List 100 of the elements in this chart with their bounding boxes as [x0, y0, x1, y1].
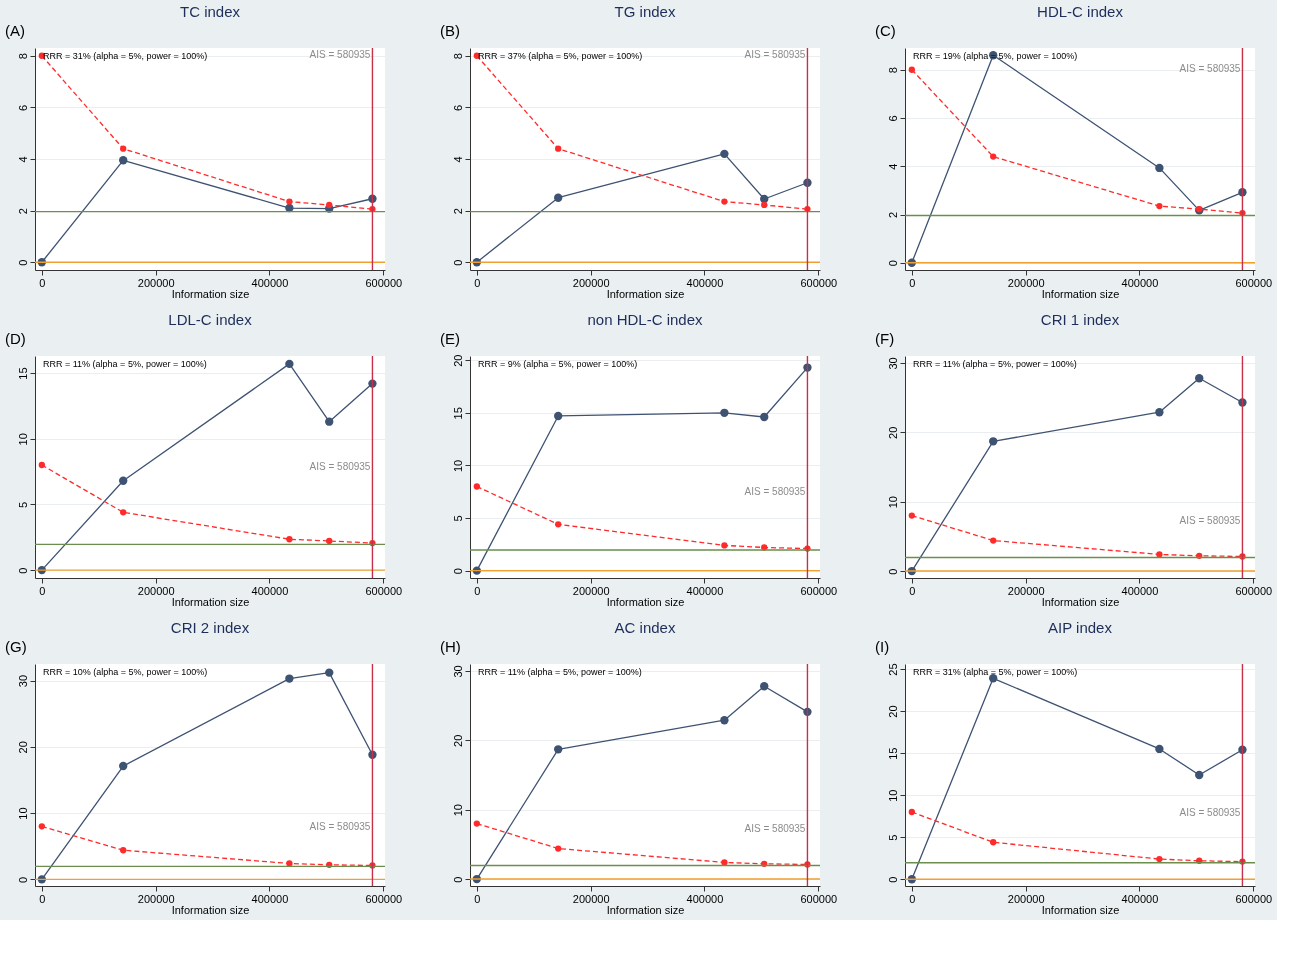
y-tick-label: 10: [451, 804, 464, 817]
annotation: RRR = 31% (alpha = 5%, power = 100%): [913, 667, 1078, 677]
chart-title: non HDL-C index: [587, 311, 704, 328]
y-tick-label: 0: [886, 260, 899, 267]
ref-line-label: AIS = 580935: [309, 461, 371, 472]
x-tick-label: 200000: [1007, 276, 1045, 289]
x-axis-title: Information size: [1041, 595, 1120, 608]
y-tick-label: 0: [16, 259, 29, 266]
y-tick-label: 4: [451, 156, 464, 163]
x-tick-label: 0: [474, 892, 481, 905]
x-tick-label: 0: [474, 584, 481, 597]
y-tick-label: 15: [451, 407, 464, 420]
x-axis-title: Information size: [606, 595, 685, 608]
y-tick-label: 10: [16, 807, 29, 820]
x-tick-label: 400000: [251, 584, 289, 597]
y-tick-label: 20: [886, 426, 899, 439]
y-tick-label: 20: [451, 354, 464, 367]
y-tick-label: 6: [16, 104, 29, 111]
y-tick-label: 6: [451, 104, 464, 111]
y-tick-label: 0: [451, 876, 464, 883]
y-tick-label: 0: [16, 567, 29, 574]
chart-title: AC index: [614, 619, 676, 636]
x-tick-label: 0: [474, 276, 481, 289]
y-tick-label: 2: [886, 211, 899, 219]
ref-line-label: AIS = 580935: [1179, 63, 1241, 74]
x-tick-label: 400000: [251, 892, 289, 905]
chart-title: TC index: [179, 3, 241, 20]
ref-line-label: AIS = 580935: [1179, 807, 1241, 818]
x-tick-label: 600000: [800, 892, 838, 905]
y-tick-label: 30: [16, 674, 29, 688]
x-tick-label: 400000: [686, 892, 724, 905]
y-tick-label: 0: [451, 259, 464, 266]
x-tick-label: 600000: [1235, 584, 1273, 597]
x-tick-label: 400000: [251, 276, 289, 289]
text: (H): [440, 638, 461, 655]
y-tick-label: 30: [886, 357, 899, 370]
annotation: RRR = 11% (alpha = 5%, power = 100%): [913, 359, 1077, 369]
x-tick-label: 200000: [1007, 892, 1045, 905]
y-tick-label: 0: [451, 568, 464, 575]
x-tick-label: 600000: [1235, 892, 1273, 905]
x-tick-label: 0: [909, 276, 916, 289]
x-tick-label: 0: [39, 584, 46, 597]
x-tick-label: 200000: [1007, 584, 1045, 597]
y-tick-label: 20: [16, 741, 29, 754]
y-tick-label: 2: [16, 208, 29, 215]
ref-line-label: AIS = 580935: [744, 823, 806, 834]
y-tick-label: 10: [886, 789, 899, 802]
annotation: RRR = 9% (alpha = 5%, power = 100%): [478, 359, 638, 369]
y-tick-label: 6: [886, 115, 899, 122]
y-tick-label: 0: [886, 568, 899, 575]
y-tick-label: 8: [886, 67, 899, 74]
y-tick-label: 8: [451, 53, 464, 60]
chart-title: HDL-C index: [1037, 3, 1124, 20]
text: (D): [5, 330, 26, 347]
chart-title: CRI 2 index: [170, 619, 250, 636]
y-tick-label: 10: [886, 496, 899, 509]
y-tick-label: 20: [886, 705, 899, 718]
y-tick-label: 2: [451, 208, 464, 215]
x-axis-title: Information size: [606, 903, 685, 916]
x-tick-label: 400000: [1121, 276, 1159, 289]
x-tick-label: 0: [39, 892, 46, 905]
x-tick-label: 400000: [1121, 584, 1159, 597]
x-tick-label: 600000: [365, 892, 403, 905]
text: (C): [875, 22, 896, 39]
x-tick-label: 400000: [1121, 892, 1159, 905]
x-tick-label: 0: [39, 276, 46, 289]
x-tick-label: 200000: [137, 276, 175, 289]
y-tick-label: 10: [16, 433, 29, 446]
y-tick-label: 4: [886, 163, 899, 170]
y-tick-label: 15: [16, 367, 29, 380]
annotation: RRR = 11% (alpha = 5%, power = 100%): [478, 667, 642, 677]
text: (G): [5, 638, 27, 655]
text: (A): [5, 22, 25, 39]
y-tick-label: 15: [886, 747, 899, 760]
text: (F): [875, 330, 895, 347]
annotation: RRR = 10% (alpha = 5%, power = 100%): [43, 667, 208, 677]
text: (E): [440, 330, 460, 347]
x-tick-label: 600000: [1235, 276, 1273, 289]
x-axis-title: Information size: [171, 595, 250, 608]
x-tick-label: 600000: [365, 584, 403, 597]
ref-line-label: AIS = 580935: [309, 821, 371, 832]
x-axis-title: Information size: [1041, 287, 1120, 300]
x-tick-label: 200000: [572, 584, 610, 597]
y-tick-label: 5: [451, 515, 464, 522]
y-tick-label: 5: [886, 834, 899, 841]
x-tick-label: 600000: [365, 276, 403, 289]
y-tick-label: 8: [16, 53, 29, 60]
x-tick-label: 600000: [800, 584, 838, 597]
x-tick-label: 0: [909, 892, 916, 905]
x-axis-title: Information size: [1041, 903, 1120, 916]
y-tick-label: 30: [451, 665, 464, 678]
text: (B): [440, 22, 460, 39]
chart-title: LDL-C index: [168, 311, 253, 328]
chart-title: AIP index: [1048, 619, 1113, 636]
chart-title: CRI 1 index: [1040, 311, 1120, 328]
annotation: RRR = 11% (alpha = 5%, power = 100%): [43, 359, 207, 369]
y-tick-label: 0: [886, 876, 899, 883]
x-axis-title: Information size: [171, 903, 250, 916]
annotation: RRR = 19% (alpha = 5%, power = 100%): [913, 51, 1078, 61]
x-axis-title: Information size: [606, 287, 685, 300]
